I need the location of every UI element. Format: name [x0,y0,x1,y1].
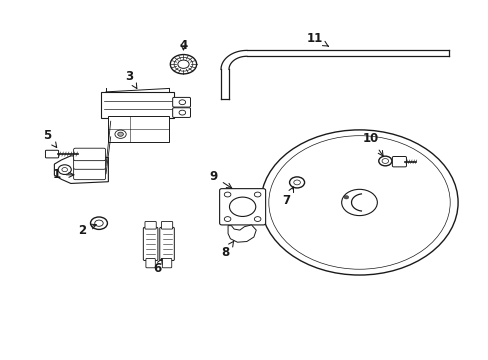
FancyBboxPatch shape [161,221,172,229]
FancyBboxPatch shape [144,221,156,229]
FancyBboxPatch shape [172,108,190,117]
Text: 2: 2 [78,224,96,237]
Text: 10: 10 [363,132,382,156]
Circle shape [378,156,391,166]
FancyBboxPatch shape [162,258,171,268]
Text: 5: 5 [43,129,57,148]
FancyBboxPatch shape [391,157,406,167]
Circle shape [118,132,123,136]
Polygon shape [227,225,256,242]
Text: 6: 6 [153,258,162,275]
FancyBboxPatch shape [108,116,169,142]
Text: 4: 4 [179,39,187,52]
Circle shape [115,130,126,138]
Text: 9: 9 [209,170,231,188]
FancyBboxPatch shape [172,98,190,107]
FancyBboxPatch shape [145,258,155,268]
Text: 3: 3 [125,70,137,89]
Text: 7: 7 [282,187,293,207]
FancyBboxPatch shape [219,189,265,225]
FancyBboxPatch shape [74,167,105,180]
FancyBboxPatch shape [143,228,158,261]
Text: 11: 11 [306,32,328,46]
Text: 8: 8 [221,241,233,259]
Circle shape [344,195,348,199]
FancyBboxPatch shape [74,157,105,169]
Circle shape [90,217,107,229]
Text: 1: 1 [53,168,74,181]
Circle shape [170,55,196,74]
Polygon shape [54,156,108,184]
FancyBboxPatch shape [45,150,59,158]
Circle shape [261,130,457,275]
Circle shape [289,177,304,188]
FancyBboxPatch shape [160,228,174,261]
FancyBboxPatch shape [101,92,174,118]
Circle shape [341,189,377,216]
FancyBboxPatch shape [74,148,105,161]
